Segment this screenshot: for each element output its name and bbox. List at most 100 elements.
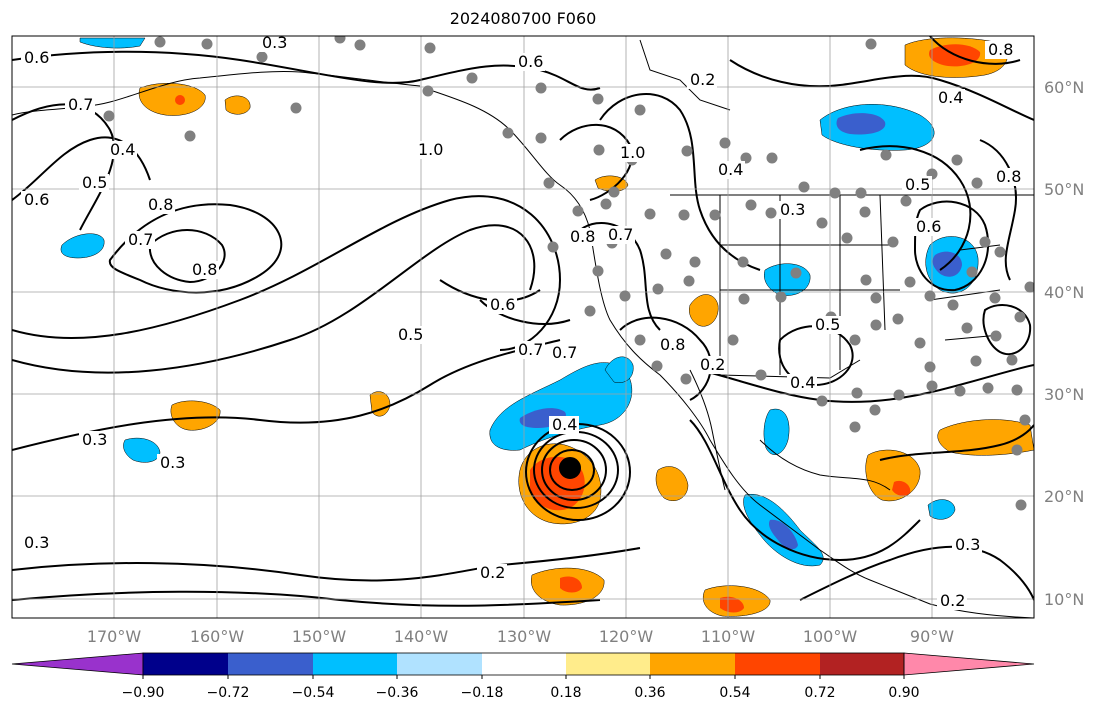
station-dot: [870, 292, 882, 304]
contour-label-bg: [787, 374, 817, 392]
contour-label: 0.8: [996, 167, 1021, 186]
colorbar-extend-max: [903, 652, 1035, 676]
station-dot: [994, 246, 1006, 258]
contour-label: 0.7: [552, 343, 577, 362]
station-dot: [740, 152, 752, 164]
contour-label-bg: [549, 344, 579, 362]
colorbar-tick-label: 0.72: [804, 685, 835, 701]
station-dot: [680, 373, 692, 385]
station-dot: [766, 152, 778, 164]
station-dot: [535, 132, 547, 144]
colorbar-segment: [650, 653, 735, 675]
lon-tick-label: 140°W: [394, 627, 449, 646]
contour-label-bg: [189, 261, 219, 279]
colorbar-segment: [566, 653, 650, 675]
station-dot: [1011, 444, 1023, 456]
station-dot: [851, 387, 863, 399]
station-dot: [765, 207, 777, 219]
contour-label: 0.6: [518, 52, 543, 71]
station-dot: [775, 291, 787, 303]
station-dot: [892, 313, 904, 325]
station-dot: [745, 199, 757, 211]
contour-label-bg: [487, 296, 517, 314]
station-dot: [926, 380, 938, 392]
station-dot: [989, 292, 1001, 304]
contour-label: 0.3: [160, 453, 185, 472]
station-dot: [354, 39, 366, 51]
station-dot: [592, 265, 604, 277]
station-dot: [816, 217, 828, 229]
colorbar-segment: [313, 653, 397, 675]
colorbar-tick-label: −0.18: [461, 685, 504, 701]
contour-label: 0.7: [68, 95, 93, 114]
station-dot: [592, 93, 604, 105]
contour-label: 0.2: [940, 591, 965, 610]
lon-tick-label: 150°W: [292, 627, 347, 646]
station-dot: [154, 36, 166, 48]
lon-tick-label: 90°W: [910, 627, 954, 646]
contour-label: 0.6: [24, 190, 49, 209]
station-dot: [849, 334, 861, 346]
station-dot: [593, 144, 605, 156]
station-dot: [990, 330, 1002, 342]
contour-label: 1.0: [620, 143, 645, 162]
colorbar-tick-labels: −0.90 −0.72 −0.54 −0.36 −0.18 0.18 0.36 0.54 0.7…: [122, 675, 920, 701]
station-dot: [961, 322, 973, 334]
contour-label: 0.7: [128, 230, 153, 249]
contour-label-bg: [715, 161, 745, 179]
station-dot: [424, 42, 436, 54]
colorbar-tick-label: −0.36: [376, 685, 419, 701]
station-dot: [651, 360, 663, 372]
contour-label-bg: [107, 141, 137, 159]
colorbar-extend-min: [11, 652, 144, 676]
contour-label: 0.5: [398, 325, 423, 344]
station-dot: [893, 389, 905, 401]
station-dot: [914, 337, 926, 349]
station-dot: [887, 236, 899, 248]
station-dot: [947, 299, 959, 311]
lon-tick-label: 130°W: [497, 627, 552, 646]
contour-label: 0.8: [148, 195, 173, 214]
station-dot: [951, 154, 963, 166]
contour-label-bg: [79, 431, 109, 449]
contour-label: 0.4: [938, 88, 963, 107]
station-dot: [290, 102, 302, 114]
lon-tick-label: 100°W: [803, 627, 858, 646]
colorbar-segment: [482, 653, 566, 675]
station-dot: [584, 305, 596, 317]
contour-label: 0.6: [916, 217, 941, 236]
station-dot: [103, 110, 115, 122]
contour-label-bg: [937, 592, 967, 610]
station-dot: [660, 248, 672, 260]
figure-title: 2024080700 F060: [449, 9, 597, 28]
station-dot: [798, 181, 810, 193]
colorbar-segment: [820, 653, 904, 675]
station-dot: [543, 177, 555, 189]
station-dot: [829, 187, 841, 199]
station-dot: [1006, 354, 1018, 366]
station-dot: [678, 209, 690, 221]
contour-label: 0.4: [110, 140, 135, 159]
station-dot: [634, 334, 646, 346]
station-dot: [547, 241, 559, 253]
contour-label: 0.5: [815, 315, 840, 334]
contour-label: 0.8: [570, 227, 595, 246]
station-dot: [924, 290, 936, 302]
contour-label-bg: [617, 144, 647, 162]
station-dot: [1015, 499, 1027, 511]
station-dot: [924, 361, 936, 373]
colorbar-tick-label: 0.18: [550, 685, 581, 701]
contour-label: 0.8: [988, 40, 1013, 59]
contour-label: 0.3: [780, 200, 805, 219]
colorbar-tick-label: 0.90: [888, 685, 919, 701]
station-dot: [334, 36, 346, 44]
contour-label-bg: [515, 341, 545, 359]
station-dot: [737, 256, 749, 268]
contour-label-bg: [515, 53, 545, 71]
station-dot: [954, 385, 966, 397]
contour-label-bg: [605, 226, 635, 244]
station-dot: [201, 38, 213, 50]
contour-label-bg: [993, 168, 1023, 186]
station-dot: [256, 51, 268, 63]
